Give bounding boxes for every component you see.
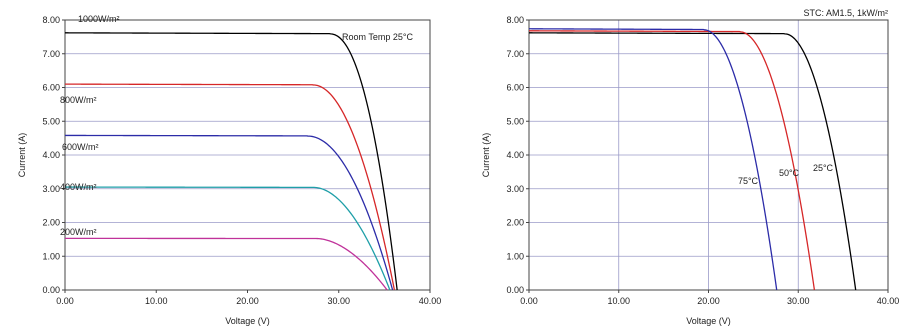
- irradiance-iv-chart: 0.00 1.00 2.00 3.00 4.00 5.00 6.00 7.00 8.00 0.00…: [17, 14, 442, 326]
- x-tick-label: 30.00: [327, 296, 350, 306]
- series-line-2: [65, 134, 394, 291]
- y-tick-label: 6.00: [506, 83, 524, 93]
- y-tick-label: 4.00: [506, 150, 524, 160]
- y-tick-label: 6.00: [42, 83, 60, 93]
- y-tick-label: 0.00: [506, 285, 524, 295]
- x-tick-label: 20.00: [697, 296, 720, 306]
- y-tick-label: 8.00: [42, 15, 60, 25]
- series-line-0: [528, 32, 857, 291]
- series-line-3: [65, 186, 391, 291]
- series-line-0: [64, 32, 398, 291]
- y-tick-label: 5.00: [506, 116, 524, 126]
- y-tick-label: 1.00: [42, 251, 60, 261]
- x-tick-label: 40.00: [419, 296, 442, 306]
- y-tick-label: 5.00: [42, 116, 60, 126]
- irradiance-chart-panel: 0.00 1.00 2.00 3.00 4.00 5.00 6.00 7.00 8.00 0.00…: [17, 14, 442, 326]
- temperature-chart-panel: 0.00 1.00 2.00 3.00 4.00 5.00 6.00 7.00 8.00 0.00…: [460, 0, 900, 329]
- series-label-2: 75°C: [738, 176, 759, 186]
- series-line-4: [65, 237, 388, 291]
- series-label-1: 800W/m²: [60, 95, 97, 105]
- series-line-1: [65, 83, 396, 291]
- y-tick-label: 3.00: [506, 184, 524, 194]
- x-tick-label: 0.00: [56, 296, 74, 306]
- series-line-1: [529, 30, 816, 291]
- y-tick-label: 7.00: [506, 49, 524, 59]
- x-axis-label: Voltage (V): [686, 316, 731, 326]
- y-tick-label: 0.00: [42, 285, 60, 295]
- y-tick-label: 7.00: [42, 49, 60, 59]
- y-tick-label: 2.00: [42, 218, 60, 228]
- series-line-2: [528, 28, 778, 291]
- y-axis-label: Current (A): [17, 133, 27, 178]
- x-tick-label: 0.00: [520, 296, 538, 306]
- series-label-0: 25°C: [813, 163, 834, 173]
- y-tick-label: 2.00: [506, 218, 524, 228]
- temperature-iv-chart: 0.00 1.00 2.00 3.00 4.00 5.00 6.00 7.00 8.00 0.00…: [481, 8, 900, 326]
- y-tick-label: 3.00: [42, 184, 60, 194]
- series-label-1: 50°C: [779, 168, 800, 178]
- chart-annotation: Room Temp 25°C: [342, 32, 413, 42]
- y-tick-label: 8.00: [506, 15, 524, 25]
- x-tick-label: 20.00: [236, 296, 259, 306]
- x-tick-label: 10.00: [607, 296, 630, 306]
- x-tick-label: 40.00: [877, 296, 900, 306]
- x-tick-label: 10.00: [145, 296, 168, 306]
- x-tick-label: 30.00: [787, 296, 810, 306]
- series-label-4: 200W/m²: [60, 227, 97, 237]
- y-tick-label: 1.00: [506, 251, 524, 261]
- series-label-3: 400W/m²: [60, 182, 97, 192]
- y-tick-label: 4.00: [42, 150, 60, 160]
- y-axis-label: Current (A): [481, 133, 491, 178]
- series-label-0: 1000W/m²: [78, 14, 120, 24]
- chart-annotation: STC: AM1.5, 1kW/m²: [803, 8, 888, 18]
- x-axis-label: Voltage (V): [225, 316, 270, 326]
- series-label-2: 600W/m²: [62, 142, 99, 152]
